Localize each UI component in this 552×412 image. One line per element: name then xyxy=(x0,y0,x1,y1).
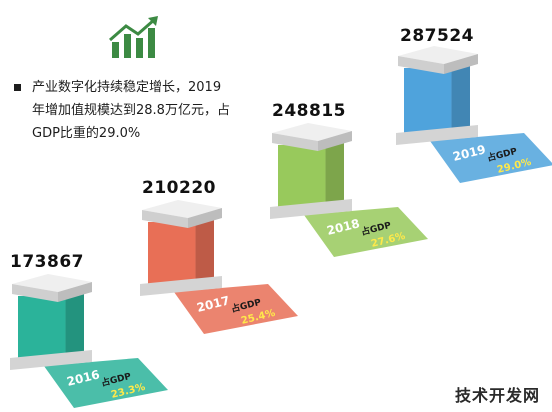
bar-2017 xyxy=(148,222,196,286)
value-label-2019: 287524 xyxy=(400,26,474,46)
description-line: GDP比重的29.0% xyxy=(32,126,141,141)
growth-bar-chart-icon xyxy=(104,14,164,62)
watermark: 技术开发网 xyxy=(454,386,540,405)
cap-front-2018 xyxy=(272,133,318,151)
base-slab-2018 xyxy=(270,199,352,219)
floor-plate-2019 xyxy=(430,133,552,183)
bar-side-2017 xyxy=(195,216,214,286)
description-line: 产业数字化持续稳定增长，2019 xyxy=(32,80,222,95)
cap-side-2017 xyxy=(188,208,222,228)
cap-front-2017 xyxy=(142,210,188,228)
bullet-icon xyxy=(14,84,21,91)
cap-front-2019 xyxy=(398,56,444,74)
bar-side-2016 xyxy=(65,290,84,360)
cap-top-2019 xyxy=(398,46,478,64)
value-label-2016: 173867 xyxy=(10,252,84,272)
base-slab-2016 xyxy=(10,350,92,370)
description-line: 年增加值规模达到28.8万亿元，占 xyxy=(32,103,230,118)
cap-side-2016 xyxy=(58,282,92,302)
floor-plate-2017 xyxy=(174,284,298,334)
floor-plate-2016 xyxy=(44,358,168,408)
cap-front-2016 xyxy=(12,284,58,302)
bar-side-2018 xyxy=(325,139,344,209)
value-label-2017: 210220 xyxy=(142,178,216,198)
cap-top-2016 xyxy=(12,274,92,292)
cap-top-2017 xyxy=(142,200,222,218)
value-label-2018: 248815 xyxy=(272,101,346,121)
bar-2019 xyxy=(404,68,452,135)
cap-top-2018 xyxy=(272,123,352,141)
cap-side-2018 xyxy=(318,131,352,151)
floor-plate-2018 xyxy=(304,207,428,257)
base-slab-2019 xyxy=(396,125,478,145)
description-text: 产业数字化持续稳定增长，2019 年增加值规模达到28.8万亿元，占 GDP比重… xyxy=(14,76,254,145)
bar-2018 xyxy=(278,145,326,209)
base-slab-2017 xyxy=(140,276,222,296)
cap-side-2019 xyxy=(444,54,478,74)
bar-side-2019 xyxy=(451,62,470,135)
bar-2016 xyxy=(18,296,66,360)
